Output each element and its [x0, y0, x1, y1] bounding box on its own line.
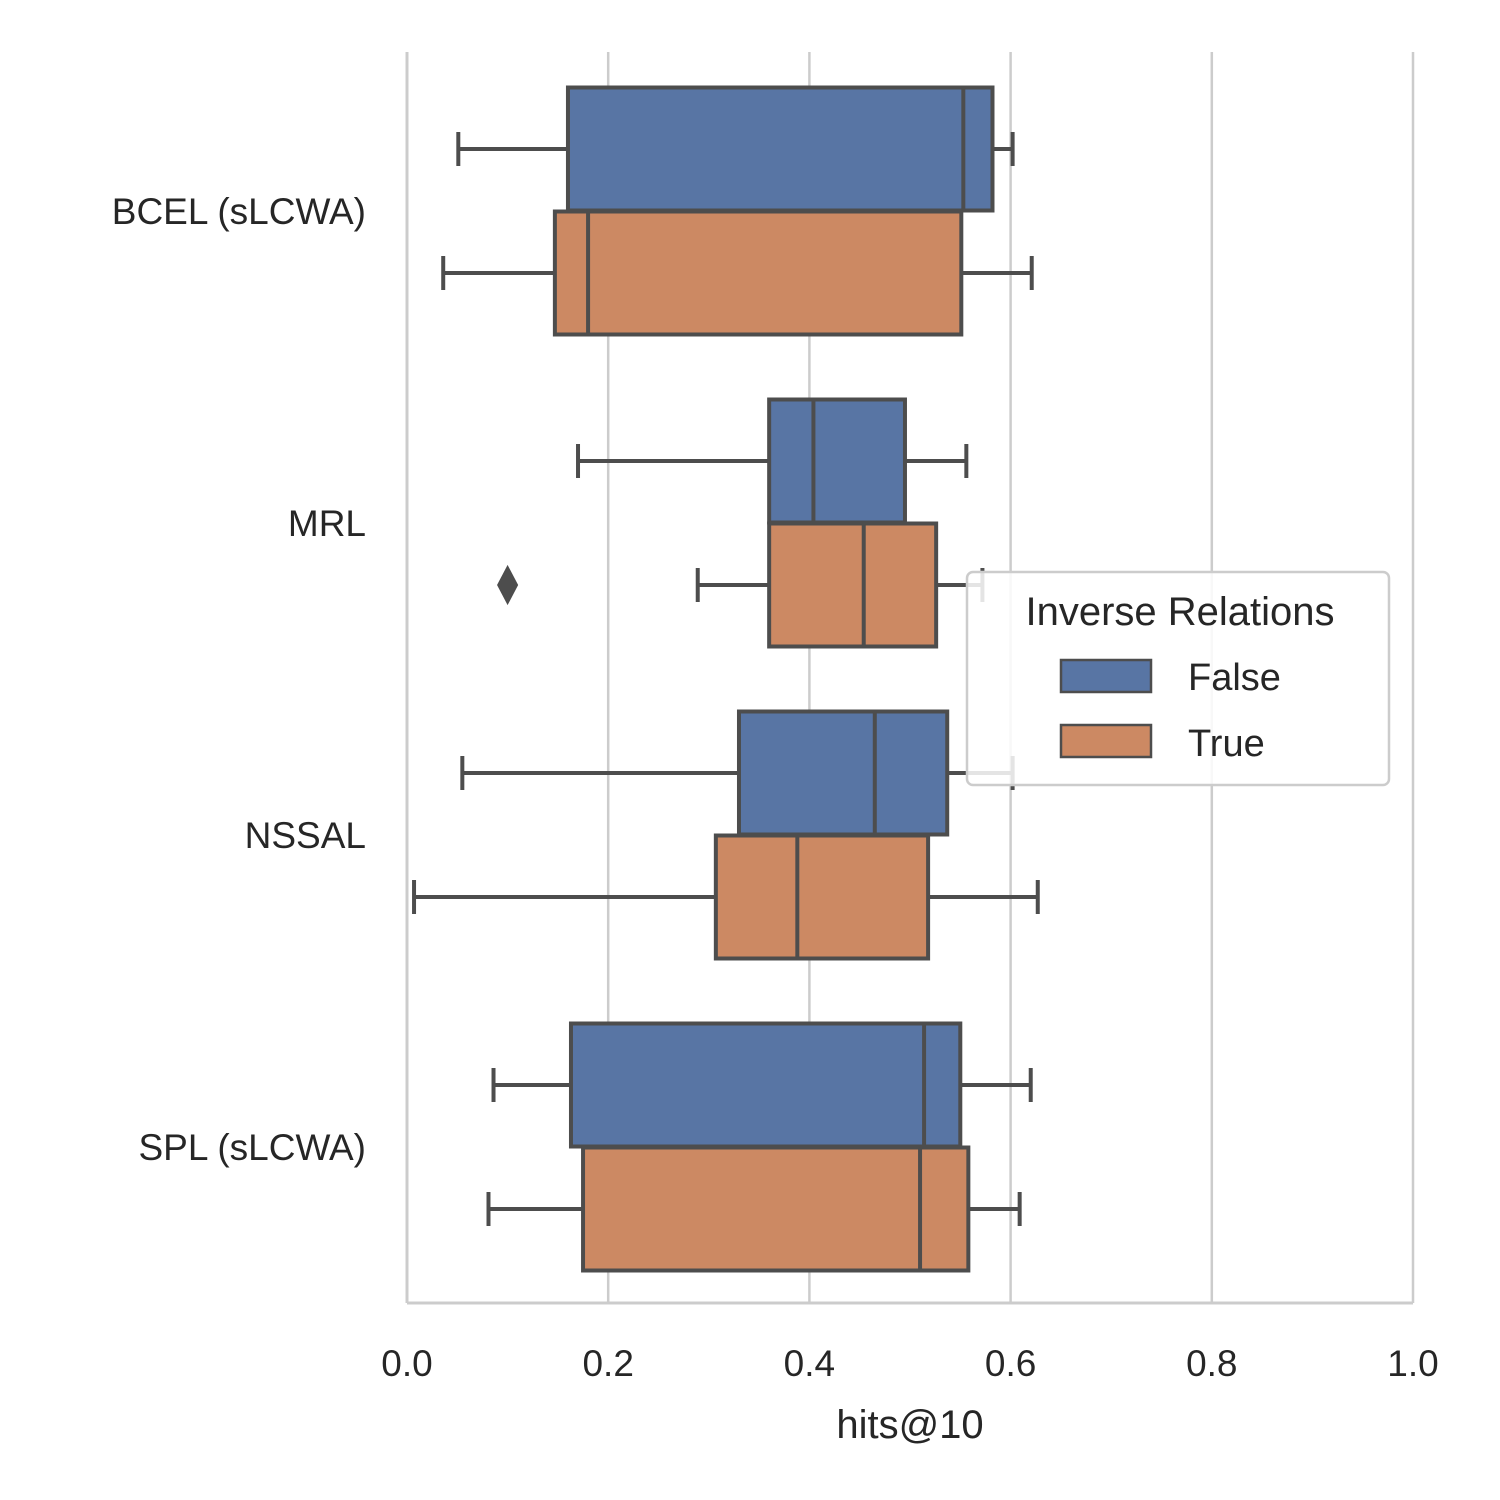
- tick-labels: 0.0 0.2 0.4 0.6 0.8 1.0 BCEL (sLCWA) MRL NSSAL SP…: [112, 191, 1439, 1384]
- x-tick-label-3: 0.6: [985, 1343, 1036, 1384]
- box-false-4: [491, 1021, 1033, 1149]
- box-false-1: [456, 85, 1015, 213]
- box-true-3: [412, 833, 1040, 961]
- box-true-2: [497, 521, 985, 649]
- box-true-4: [486, 1145, 1022, 1273]
- iqr-box-false-3: [736, 709, 950, 837]
- legend-entry-true: True: [1188, 723, 1265, 765]
- legend-entry-false: False: [1188, 657, 1281, 699]
- axis-spines: [405, 52, 1413, 1305]
- x-axis-label: hits@10: [836, 1403, 983, 1447]
- iqr-box-true-1: [552, 209, 964, 337]
- legend: Inverse Relations False True: [965, 570, 1391, 787]
- legend-swatch-false: [1059, 658, 1153, 694]
- y-tick-label-1: MRL: [288, 503, 366, 544]
- y-tick-label-3: SPL (sLCWA): [138, 1127, 366, 1168]
- outlier-true-2-0: [497, 564, 519, 606]
- x-tick-label-2: 0.4: [784, 1343, 835, 1384]
- y-tick-label-0: BCEL (sLCWA): [112, 191, 366, 232]
- box-false-2: [576, 397, 969, 525]
- iqr-box-false-2: [767, 397, 907, 525]
- x-tick-label-0: 0.0: [381, 1343, 432, 1384]
- y-tick-label-2: NSSAL: [245, 815, 366, 856]
- iqr-box-false-1: [565, 85, 995, 213]
- box-true-1: [441, 209, 1034, 337]
- iqr-box-true-2: [767, 521, 939, 649]
- iqr-box-true-3: [713, 833, 931, 961]
- box-layer: [412, 85, 1040, 1273]
- x-tick-label-1: 0.2: [582, 1343, 633, 1384]
- iqr-box-true-4: [581, 1145, 971, 1273]
- box-false-3: [460, 709, 1015, 837]
- legend-title: Inverse Relations: [1025, 590, 1334, 634]
- x-tick-label-5: 1.0: [1387, 1343, 1438, 1384]
- x-tick-label-4: 0.8: [1186, 1343, 1237, 1384]
- iqr-box-false-4: [568, 1021, 963, 1149]
- legend-swatch-true: [1059, 723, 1153, 759]
